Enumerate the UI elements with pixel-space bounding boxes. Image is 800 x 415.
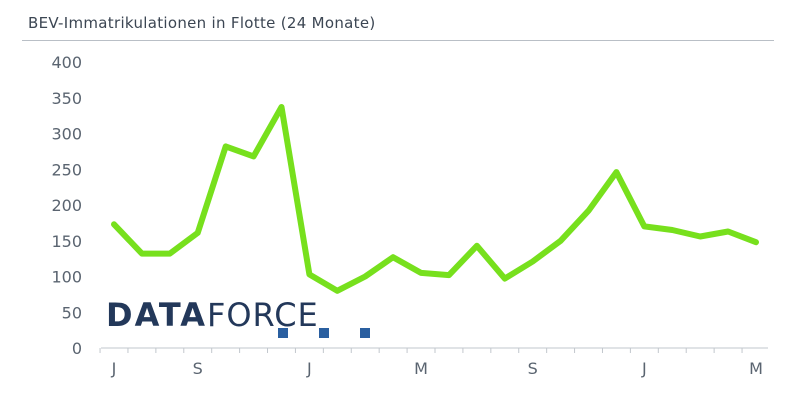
logo-square [278, 328, 288, 338]
title-divider [22, 40, 774, 41]
chart-title: BEV-Immatrikulationen in Flotte (24 Mona… [28, 14, 376, 32]
x-tick-label: M [414, 359, 428, 378]
series-line [111, 104, 759, 294]
dataforce-logo: DATAFORCE [106, 296, 370, 338]
y-tick-label: 200 [51, 196, 82, 215]
x-tick-label: S [193, 359, 203, 378]
svg-text:DATAFORCE: DATAFORCE [106, 296, 319, 334]
x-tick-label: J [641, 359, 647, 378]
y-axis: 0 50 100 150 200 250 300 350 400 [51, 53, 82, 358]
y-tick-label: 100 [51, 268, 82, 287]
logo-square [360, 328, 370, 338]
x-tick-label: M [749, 359, 763, 378]
y-tick-label: 350 [51, 89, 82, 108]
logo-square [319, 328, 329, 338]
x-tick-label: J [111, 359, 117, 378]
y-tick-label: 300 [51, 125, 82, 144]
x-tick-label: J [306, 359, 312, 378]
y-tick-label: 400 [51, 53, 82, 72]
x-tick-label: S [528, 359, 538, 378]
y-tick-label: 150 [51, 232, 82, 251]
series-group [111, 104, 759, 294]
logo-text-bold: DATA [106, 296, 207, 334]
y-tick-label: 0 [72, 339, 82, 358]
y-tick-label: 250 [51, 160, 82, 179]
logo-text-light: FORCE [207, 296, 319, 334]
y-tick-label: 50 [62, 303, 82, 322]
